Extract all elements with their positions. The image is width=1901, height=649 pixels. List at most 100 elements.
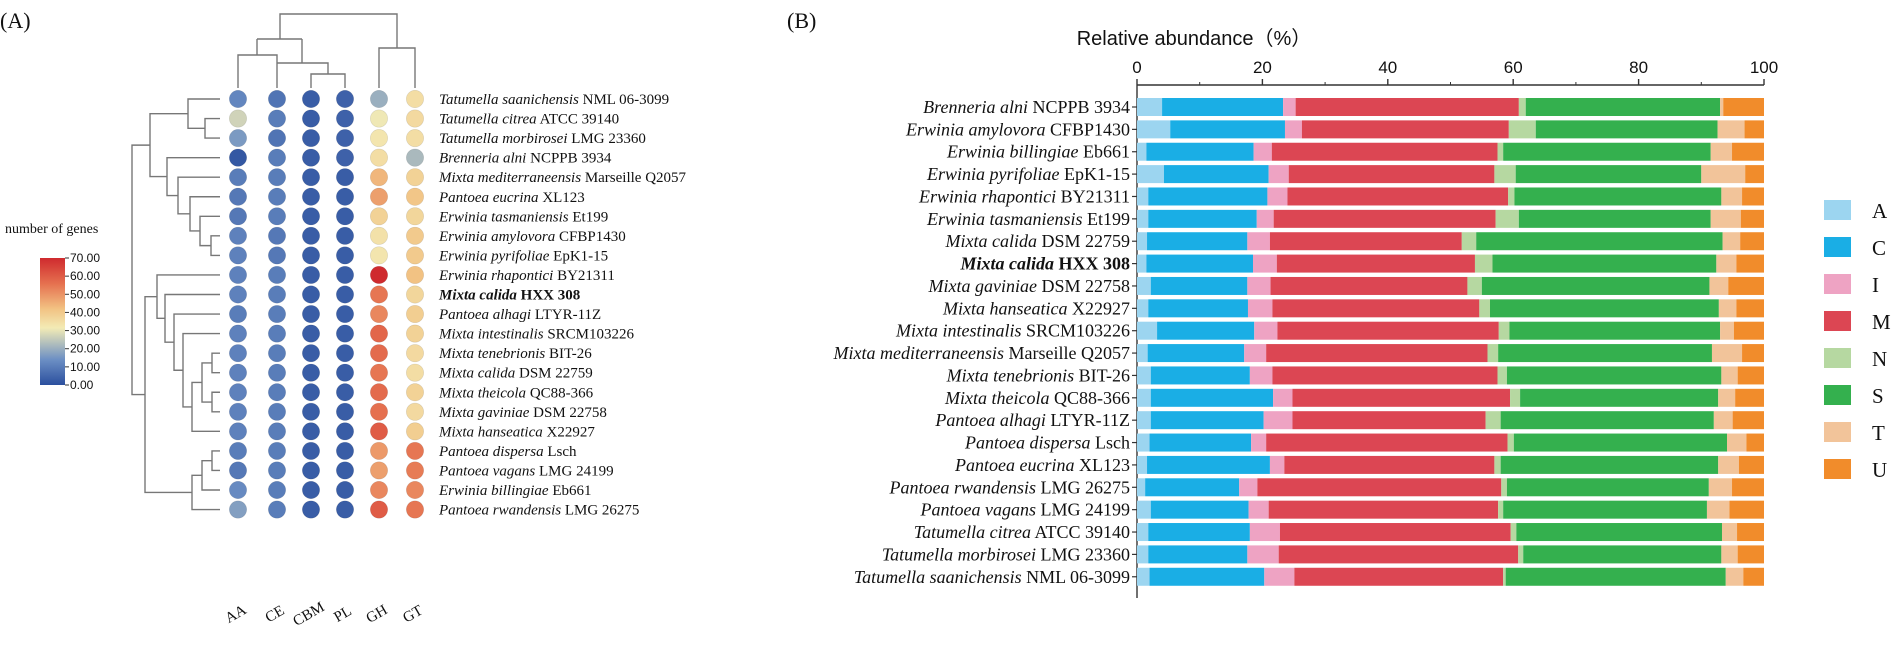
species-name: Pantoea dispersa xyxy=(964,433,1091,453)
heatmap-cell xyxy=(335,285,354,304)
bar-segment-C xyxy=(1170,120,1285,139)
heatmap-cell xyxy=(335,129,354,148)
heatmap-row-labels: Tatumella saanichensis NML 06-3099Tatume… xyxy=(438,92,687,519)
legend-swatch-S xyxy=(1824,385,1851,405)
heatmap-cell xyxy=(335,324,354,343)
bar-segment-I xyxy=(1284,120,1302,139)
heatmap-cell xyxy=(405,480,424,499)
heatmap-cell xyxy=(267,480,286,499)
bar-segment-N xyxy=(1501,478,1507,497)
bar-segment-T xyxy=(1718,388,1736,407)
heatmap-cell xyxy=(405,90,424,109)
strain-id: XL123 xyxy=(1075,455,1131,475)
bar-axis-title: Relative abundance（%） xyxy=(1077,27,1312,50)
heatmap-cell xyxy=(369,441,388,460)
heatmap-cell xyxy=(267,265,286,284)
heatmap-row-label: Erwinia rhapontici BY21311 xyxy=(438,268,615,284)
legend-swatch-N xyxy=(1824,348,1851,368)
heatmap-cell xyxy=(267,461,286,480)
heatmap-cell xyxy=(301,265,320,284)
heatmap-cell xyxy=(229,109,248,128)
legend-label-N: N xyxy=(1872,347,1887,371)
strain-id: LMG 26275 xyxy=(1036,477,1130,497)
legend-swatch-M xyxy=(1824,311,1851,331)
heatmap-cell xyxy=(405,344,424,363)
species-name: Tatumella morbirosei xyxy=(439,131,568,147)
species-name: Pantoea vagans xyxy=(438,463,535,479)
heatmap-cell xyxy=(369,461,388,480)
bar-segment-U xyxy=(1737,545,1764,564)
species-name: Mixta calida xyxy=(438,366,515,382)
row-dendrogram-branch xyxy=(191,474,220,511)
heatmap-cell xyxy=(267,383,286,402)
species-name: Mixta gaviniae xyxy=(438,405,530,421)
bar-segment-T xyxy=(1721,187,1743,206)
heatmap-cell xyxy=(369,207,388,226)
bar-segment-U xyxy=(1738,455,1764,474)
bar-segment-U xyxy=(1742,344,1764,363)
row-dendrogram-branch xyxy=(201,362,212,403)
species-name: Mixta intestinalis xyxy=(895,321,1022,341)
heatmap-cell xyxy=(335,305,354,324)
heatmap-panel: Tatumella saanichensis NML 06-3099Tatume… xyxy=(5,13,687,630)
species-name: Mixta gaviniae xyxy=(928,276,1037,296)
row-dendrogram xyxy=(131,98,220,511)
strain-id: DSM 22759 xyxy=(1037,231,1130,251)
column-dendrogram-branch xyxy=(279,13,398,48)
bar-segment-C xyxy=(1150,366,1250,385)
heatmap-cell xyxy=(229,129,248,148)
bar-segment-M xyxy=(1269,232,1462,251)
bar-segment-S xyxy=(1506,366,1722,385)
strain-id: X22927 xyxy=(1068,298,1131,318)
bar-segment-A xyxy=(1137,321,1158,340)
heatmap-cell xyxy=(405,285,424,304)
bar-segment-S xyxy=(1520,388,1719,407)
strain-id: LMG 24199 xyxy=(535,463,613,479)
heatmap-cell xyxy=(301,226,320,245)
bar-segment-N xyxy=(1507,433,1514,452)
strain-id: Marseille Q2057 xyxy=(581,170,686,186)
heatmap-cell xyxy=(335,480,354,499)
bar-segment-M xyxy=(1271,142,1498,161)
heatmap-row-label: Mixta gaviniae DSM 22758 xyxy=(438,405,607,421)
bar-segment-S xyxy=(1498,344,1712,363)
bar-segment-S xyxy=(1490,299,1719,318)
species-name: Pantoea eucrina xyxy=(954,455,1074,475)
heatmap-cell xyxy=(405,246,424,265)
bar-segment-I xyxy=(1239,478,1258,497)
heatmap-cell xyxy=(405,500,424,519)
heatmap-column-label: AA xyxy=(223,602,250,627)
species-name: Pantoea alhagi xyxy=(438,307,531,323)
heatmap-cell xyxy=(405,305,424,324)
bar-row-label: Mixta calida DSM 22759 xyxy=(945,231,1131,251)
strain-id: ATCC 39140 xyxy=(537,112,620,128)
heatmap-cell xyxy=(369,363,388,382)
bar-segment-I xyxy=(1247,232,1270,251)
bar-segment-I xyxy=(1273,388,1293,407)
legend-label-S: S xyxy=(1872,384,1884,408)
bar-segment-A xyxy=(1137,276,1151,295)
bar-segment-A xyxy=(1137,455,1148,474)
strain-id: NML 06-3099 xyxy=(1022,567,1130,587)
strain-id: Eb661 xyxy=(549,483,592,499)
heatmap-cell xyxy=(301,422,320,441)
heatmap-row-label: Pantoea dispersa Lsch xyxy=(438,444,577,460)
heatmap-cell xyxy=(267,226,286,245)
bar-segment-U xyxy=(1729,500,1764,519)
bar-segment-S xyxy=(1509,321,1721,340)
heatmap-cell xyxy=(405,265,424,284)
heatmap-cell xyxy=(369,226,388,245)
bar-segment-C xyxy=(1157,321,1255,340)
species-name: Pantoea dispersa xyxy=(438,444,544,460)
column-dendrogram-branch xyxy=(237,54,278,88)
bar-segment-U xyxy=(1743,567,1764,586)
row-dendrogram-branch xyxy=(156,274,220,320)
heatmap-cell xyxy=(301,461,320,480)
species-name: Mixta calida xyxy=(945,231,1037,251)
bar-segment-T xyxy=(1709,276,1729,295)
heatmap-cell xyxy=(301,383,320,402)
bar-row-label: Erwinia pyrifoliae EpK1-15 xyxy=(926,164,1130,184)
bar-segment-N xyxy=(1498,500,1504,519)
